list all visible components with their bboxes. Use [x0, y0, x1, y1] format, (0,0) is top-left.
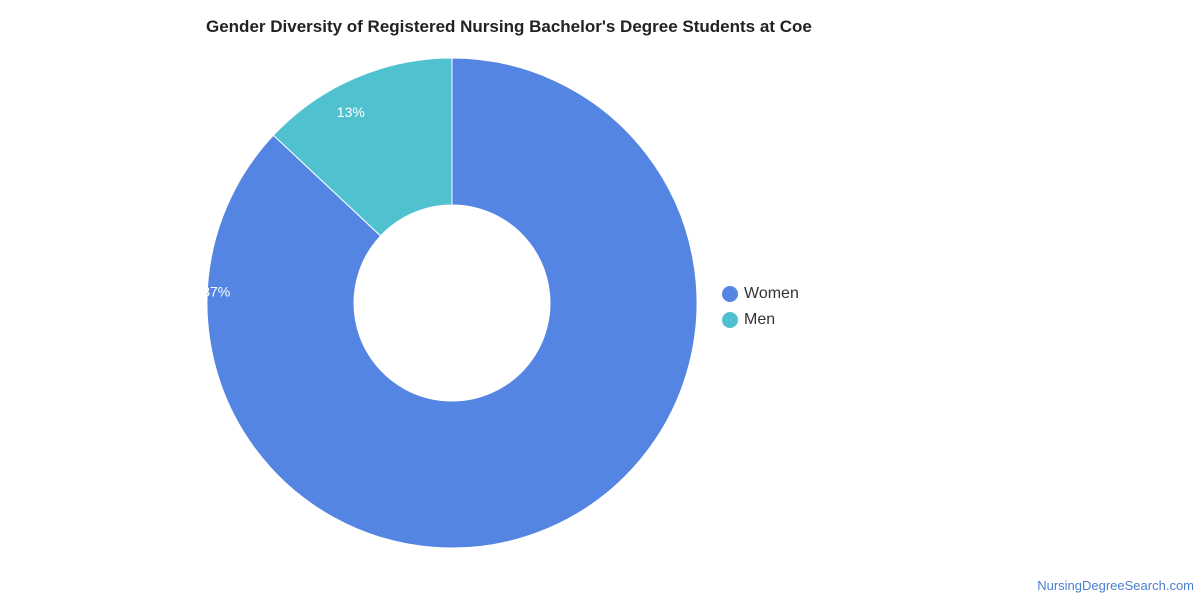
source-watermark[interactable]: NursingDegreeSearch.com	[1037, 578, 1194, 593]
legend-label-men: Men	[744, 311, 776, 328]
legend-item-men[interactable]: Men	[722, 307, 799, 333]
slice-women[interactable]	[206, 57, 698, 549]
slice-men[interactable]	[272, 57, 453, 237]
legend-swatch-men	[722, 312, 738, 328]
chart-title: Gender Diversity of Registered Nursing B…	[206, 17, 812, 36]
slice-label-women: 87%	[202, 283, 230, 299]
slice-label-men: 13%	[337, 104, 365, 120]
legend-swatch-women	[722, 286, 738, 302]
legend-label-women: Women	[744, 285, 799, 302]
legend-item-women[interactable]: Women	[722, 281, 799, 307]
legend: Women Men	[722, 281, 799, 333]
